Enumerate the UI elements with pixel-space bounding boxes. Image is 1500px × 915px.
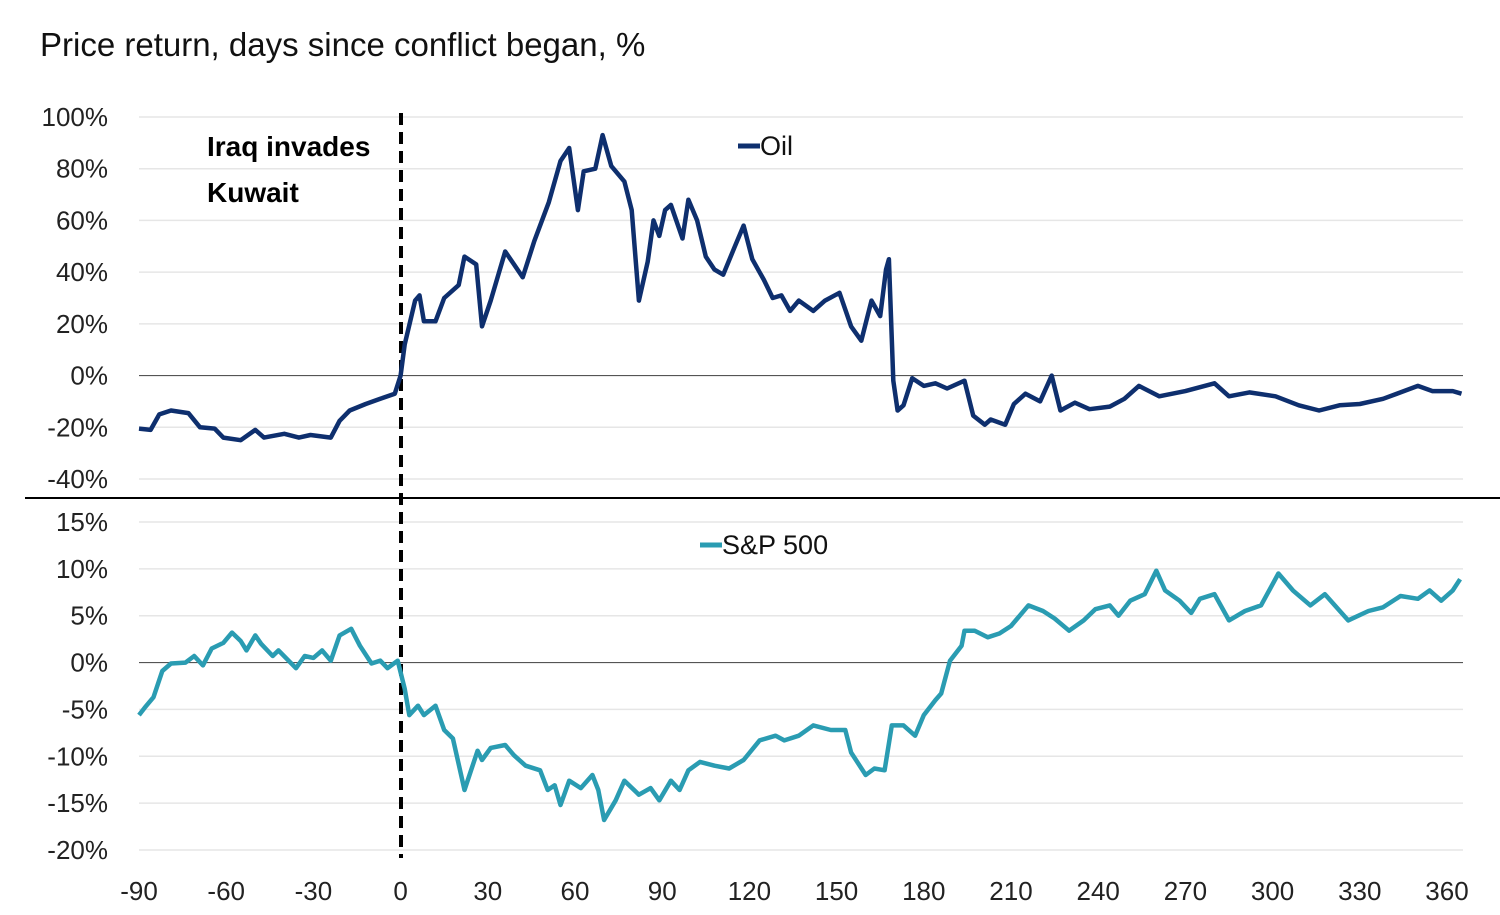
bottom-panel-grid [139, 521, 1463, 851]
x-tick-label: -60 [207, 876, 245, 906]
x-tick-label: 240 [1077, 876, 1120, 906]
y-tick-label: 100% [42, 102, 109, 132]
top-y-axis: 100% 80% 60% 40% 20% 0% -20% -40% [42, 102, 109, 494]
annotation-line-2: Kuwait [207, 177, 299, 208]
y-tick-label: -10% [47, 741, 108, 771]
x-axis: -90 -60 -30 0 30 60 90 120 150 180 210 240 270 300 330… [120, 876, 1468, 906]
x-tick-label: -30 [295, 876, 333, 906]
y-tick-label: 80% [56, 154, 108, 184]
y-tick-label: 0% [70, 361, 108, 391]
y-tick-label: -20% [47, 835, 108, 865]
y-tick-label: 40% [56, 257, 108, 287]
x-tick-label: 210 [989, 876, 1032, 906]
x-tick-label: 360 [1425, 876, 1468, 906]
y-tick-label: -40% [47, 464, 108, 494]
y-tick-label: 5% [70, 601, 108, 631]
top-panel-grid [139, 116, 1463, 480]
y-tick-label: 10% [56, 554, 108, 584]
oil-series [138, 132, 1463, 443]
oil-line [138, 132, 1463, 443]
x-tick-label: 270 [1164, 876, 1207, 906]
x-tick-label: 300 [1251, 876, 1294, 906]
x-tick-label: 0 [393, 876, 407, 906]
sp500-line [137, 568, 1462, 823]
x-tick-label: 60 [561, 876, 590, 906]
x-tick-label: 330 [1338, 876, 1381, 906]
y-tick-label: -15% [47, 788, 108, 818]
y-tick-label: 15% [56, 507, 108, 537]
bottom-y-axis: 15% 10% 5% 0% -5% -10% -15% -20% [47, 507, 108, 865]
sp500-series [137, 568, 1462, 823]
y-tick-label: 0% [70, 648, 108, 678]
legend-sp500-label: S&P 500 [722, 530, 828, 560]
legend-sp500: S&P 500 [700, 530, 828, 560]
x-tick-label: 90 [648, 876, 677, 906]
y-tick-label: 60% [56, 205, 108, 235]
y-tick-label: -5% [62, 694, 108, 724]
x-tick-label: -90 [120, 876, 158, 906]
chart-title: Price return, days since conflict began,… [40, 26, 645, 63]
x-tick-label: 150 [815, 876, 858, 906]
legend-oil: Oil [738, 131, 793, 161]
annotation-line-1: Iraq invades [207, 131, 370, 162]
x-tick-label: 180 [902, 876, 945, 906]
x-tick-label: 30 [473, 876, 502, 906]
y-tick-label: 20% [56, 309, 108, 339]
x-tick-label: 120 [728, 876, 771, 906]
y-tick-label: -20% [47, 412, 108, 442]
legend-oil-label: Oil [760, 131, 793, 161]
